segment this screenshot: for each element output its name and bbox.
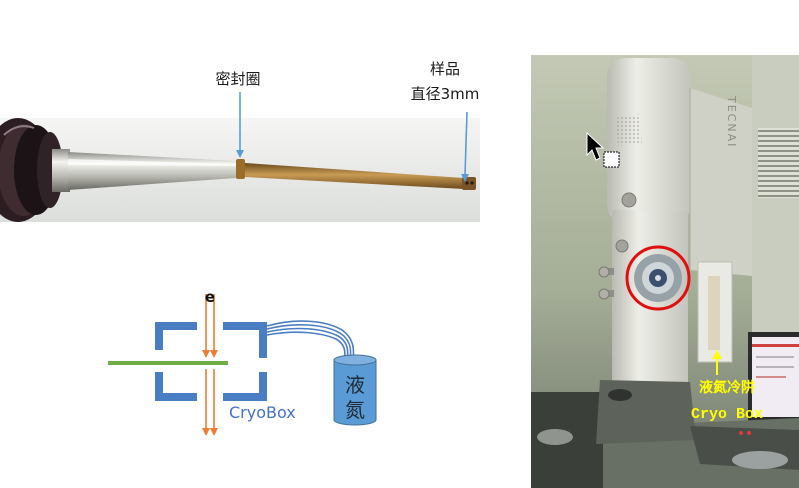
control-knob [608, 389, 632, 401]
screen-line [756, 356, 794, 358]
highlight-circle [625, 245, 691, 311]
tecnai-brand: TECNAI [725, 95, 738, 148]
indicator-light [747, 431, 751, 435]
cooling-tube-highlight [266, 330, 338, 339]
arrow-up-icon-head [712, 350, 722, 359]
sample-label-line2: 直径3mm [411, 85, 480, 103]
wall-panel-right [752, 55, 799, 345]
beam-arrowhead [210, 350, 218, 358]
holder-knob [0, 118, 63, 222]
cryobox-label: CryoBox [229, 403, 296, 422]
cryobox-shield [155, 322, 267, 401]
screen-title-bar [752, 344, 799, 347]
liquid-nitrogen-dewar: 液 氮 [333, 354, 377, 426]
shield-lower-left [155, 372, 197, 401]
column-side-panel [690, 88, 752, 276]
electron-beam-lower [202, 369, 218, 436]
column-vent [616, 114, 642, 146]
electron-label: e [205, 288, 215, 306]
sample-pointer-head [461, 174, 469, 182]
shield-lower-right [223, 372, 267, 401]
specimen-port [634, 254, 682, 302]
tip-hole [465, 181, 469, 185]
screen-line [756, 376, 786, 378]
monitor [748, 332, 799, 424]
rod-highlight [68, 159, 236, 166]
cooling-tube [266, 331, 346, 361]
brass-rod [245, 163, 464, 189]
port-highlight [655, 275, 661, 281]
beam-arrowhead [202, 428, 210, 436]
seal-ring [236, 159, 245, 179]
cryobox-diagram: e 液 氮 CryoBox [108, 288, 377, 436]
column-knobs [598, 192, 637, 300]
stage-base [596, 380, 696, 444]
beam-arrowhead [202, 350, 210, 358]
mouse-cursor-icon [586, 131, 620, 168]
knob [598, 266, 610, 278]
specimen-grid-line [108, 361, 228, 365]
tip-hole [470, 181, 474, 185]
knob [615, 239, 629, 253]
sample-holder-photo: 密封圈 样品 直径3mm [0, 60, 480, 222]
cooling-tubes [266, 320, 355, 361]
dewar-top [333, 354, 377, 366]
knob-highlight [3, 125, 35, 136]
beam-arrowhead [210, 428, 218, 436]
indicator-light [739, 431, 743, 435]
cursor-copy-box [603, 151, 620, 168]
seal-ring-pointer-head [236, 150, 244, 158]
cooling-tube [266, 324, 352, 359]
shield-upper-right [223, 322, 267, 358]
cooling-tube [266, 327, 349, 360]
cooling-tube-highlight [266, 322, 342, 332]
dewar-label-line2: 氮 [345, 398, 365, 422]
knob [598, 288, 610, 300]
sample-pointer [464, 111, 468, 176]
microscope-photo: TECNAI [531, 55, 799, 488]
shield-upper-left [155, 322, 197, 350]
electron-beam-upper [202, 294, 218, 358]
cold-trap-label: 液氮冷阱 [699, 379, 755, 396]
screen-line [756, 366, 794, 368]
cryo-box-label: Cryo Box [691, 406, 763, 423]
column-upper [607, 58, 691, 223]
cursor-arrow [586, 131, 605, 161]
rod-collar [52, 149, 70, 192]
seal-ring-label: 密封圈 [215, 70, 260, 88]
cold-trap-tube [708, 276, 720, 350]
trackball-control [732, 451, 788, 469]
focus-knob [537, 429, 573, 445]
knob [621, 192, 637, 208]
sample-label-line1: 样品 [430, 60, 460, 78]
cooling-tube [266, 320, 355, 359]
dewar-body [333, 359, 377, 426]
window-blinds-slats [758, 128, 799, 198]
dewar-label-line1: 液 [345, 373, 365, 397]
cold-trap-device [697, 261, 733, 363]
